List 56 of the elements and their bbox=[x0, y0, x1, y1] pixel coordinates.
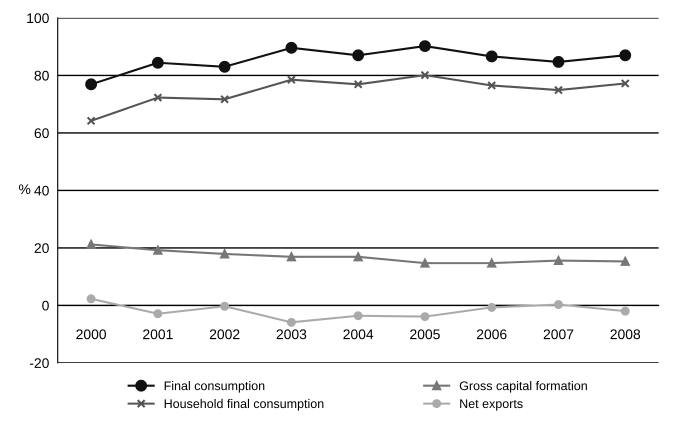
point bbox=[620, 306, 630, 316]
point bbox=[620, 78, 630, 88]
point bbox=[86, 294, 96, 304]
x-tick-label: 2002 bbox=[210, 329, 240, 340]
x-tick-label: 2005 bbox=[410, 329, 440, 340]
point bbox=[420, 70, 430, 80]
point bbox=[354, 311, 363, 320]
x-tick-label: 2004 bbox=[343, 329, 374, 340]
point bbox=[153, 309, 162, 318]
x-tick-label: 2003 bbox=[276, 329, 306, 340]
point bbox=[487, 302, 496, 312]
legend-label: Net exports bbox=[460, 399, 523, 411]
point bbox=[354, 80, 363, 89]
point bbox=[554, 86, 563, 95]
y-tick-label: 0 bbox=[42, 300, 49, 311]
point bbox=[218, 60, 231, 73]
point bbox=[620, 256, 630, 266]
point bbox=[286, 252, 296, 262]
point bbox=[420, 258, 430, 268]
x-tick-label: 2008 bbox=[610, 329, 640, 340]
point bbox=[554, 300, 563, 310]
point bbox=[220, 302, 230, 311]
point bbox=[220, 94, 230, 104]
x-tick-label: 2001 bbox=[143, 329, 173, 340]
point bbox=[619, 49, 632, 62]
y-tick-label: 40 bbox=[34, 186, 49, 196]
point bbox=[486, 50, 498, 62]
y-tick-label: 20 bbox=[34, 243, 49, 254]
x-tick-label: 2000 bbox=[76, 329, 106, 340]
x-tick-label: 2007 bbox=[544, 329, 574, 340]
y-tick-label: 60 bbox=[34, 128, 49, 138]
legend-label: Gross capital formation bbox=[460, 381, 587, 393]
point bbox=[354, 252, 363, 262]
legend-label: Household final consumption bbox=[164, 398, 324, 411]
point bbox=[286, 75, 296, 84]
y-tick-label: 100 bbox=[27, 13, 49, 24]
point bbox=[153, 246, 162, 255]
y-axis-title: % bbox=[18, 184, 30, 194]
point bbox=[86, 116, 96, 126]
y-tick-label: -20 bbox=[30, 358, 49, 368]
point bbox=[286, 42, 298, 54]
point bbox=[487, 258, 496, 268]
point bbox=[487, 80, 496, 90]
point bbox=[85, 78, 98, 90]
point bbox=[86, 240, 96, 249]
x-tick-label: 2006 bbox=[476, 329, 507, 340]
point bbox=[286, 318, 296, 327]
point bbox=[552, 56, 564, 68]
point bbox=[220, 249, 230, 258]
point bbox=[152, 56, 164, 69]
legend-label: Final consumption bbox=[164, 381, 264, 393]
point bbox=[153, 93, 162, 102]
point bbox=[419, 40, 431, 52]
y-tick-label: 80 bbox=[34, 70, 49, 81]
point bbox=[420, 312, 430, 322]
point bbox=[352, 49, 364, 62]
